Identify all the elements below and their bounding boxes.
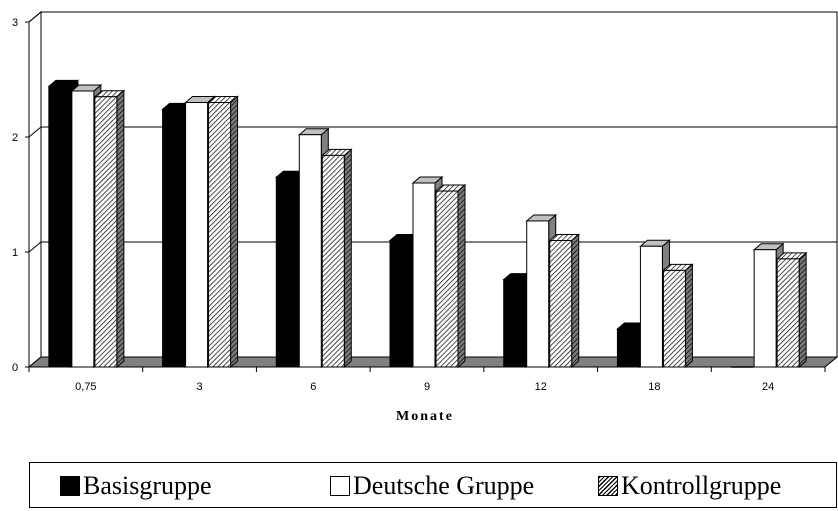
x-tick-label: 24 (762, 381, 774, 393)
bar-hatched-2 (320, 148, 353, 369)
legend-swatch-white (330, 476, 350, 496)
x-axis-title: Monate (396, 409, 454, 424)
bar-hatched-6 (775, 251, 808, 369)
bar-hatched-1 (207, 95, 239, 369)
bars-layer (47, 79, 808, 369)
y-tick-label: 0 (12, 362, 18, 374)
legend-swatch-black (60, 476, 80, 496)
legend-item-basisgruppe: Basisgruppe (60, 471, 212, 501)
bar-hatched-5 (662, 263, 694, 369)
legend: Basisgruppe Deutsche Gruppe Kontrollgrup… (29, 462, 837, 508)
legend-label: Deutsche Gruppe (353, 471, 535, 500)
y-tick-label: 1 (12, 247, 18, 259)
legend-label: Kontrollgruppe (621, 471, 782, 500)
y-tick-label: 3 (12, 17, 18, 29)
x-tick-label: 18 (648, 381, 660, 393)
bar-hatched-0 (93, 89, 126, 369)
legend-item-kontrollgruppe: Kontrollgruppe (598, 471, 781, 501)
bar-hatched-3 (434, 183, 467, 369)
x-tick-label: 9 (424, 381, 430, 393)
side-wall (28, 10, 42, 369)
y-tick-label: 2 (12, 132, 18, 144)
x-tick-label: 0,75 (75, 381, 96, 393)
legend-swatch-hatched (598, 476, 618, 496)
bar-hatched-4 (548, 233, 581, 369)
x-tick-label: 3 (197, 381, 203, 393)
x-tick-label: 6 (310, 381, 316, 393)
legend-item-deutsche-gruppe: Deutsche Gruppe (330, 471, 534, 501)
legend-label: Basisgruppe (83, 471, 212, 500)
x-tick-label: 12 (535, 381, 547, 393)
